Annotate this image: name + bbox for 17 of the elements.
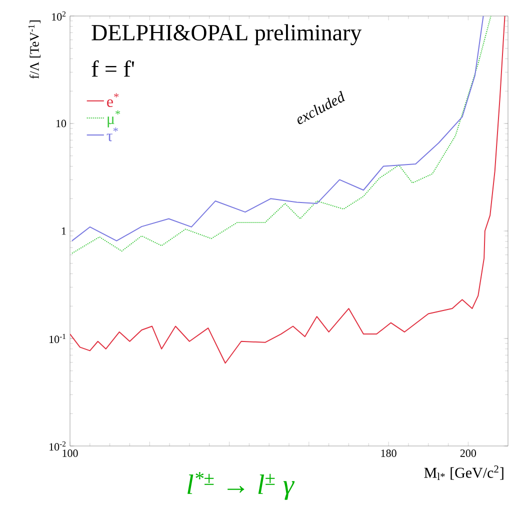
x-tick-label: 100 — [62, 450, 78, 457]
y-tick-label: 10$^{-2}$ — [50, 441, 66, 451]
legend-label: τ$^{*}$ — [106, 127, 118, 142]
legend-label: e$^{*}$ — [107, 93, 119, 108]
text: f = f' — [92, 60, 134, 77]
y-tick-label: 10$^{-1}$ — [50, 334, 66, 344]
y-axis-title: f/Λ [TeV$^{-1}$] — [28, 20, 40, 79]
y-tick-label: 1 — [62, 227, 66, 235]
text: l$^{*±}$ → l$^{±}$ γ — [188, 472, 295, 500]
y-tick-label: 10 — [56, 120, 66, 128]
legend-label: μ$^{*}$ — [108, 110, 120, 128]
x-tick-label: 200 — [460, 450, 476, 457]
x-tick-label: 180 — [381, 450, 396, 457]
x-axis-title: M$_{l*}$ [GeV/c$^{2}$] — [424, 466, 504, 480]
chart-title: DELPHI&OPAL preliminary — [92, 24, 362, 46]
line-series — [70, 16, 506, 364]
y-tick-label: 10$^{2}$ — [52, 11, 66, 21]
